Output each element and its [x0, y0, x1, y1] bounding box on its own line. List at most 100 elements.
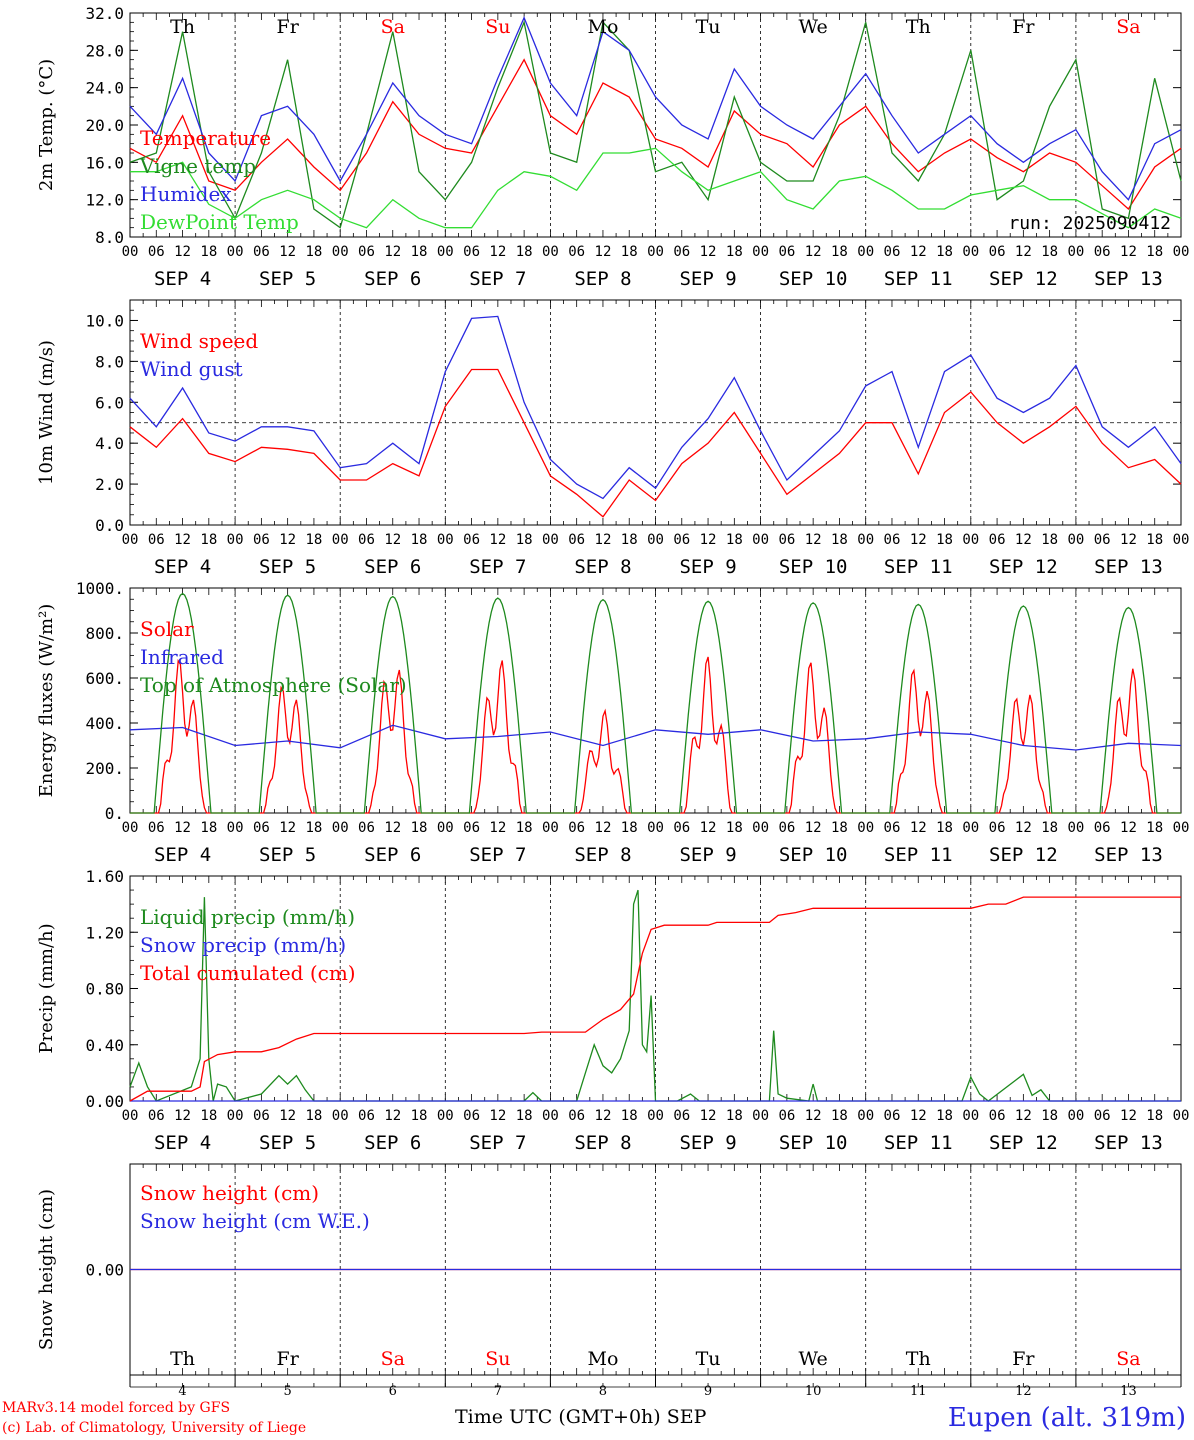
hour-tick-label: 12 — [279, 1108, 296, 1124]
y-tick-label: 8.0 — [95, 352, 124, 371]
hour-tick-label: 00 — [332, 820, 349, 836]
y-tick-label: 800. — [85, 624, 124, 643]
hour-tick-label: 12 — [1015, 532, 1032, 548]
hour-tick-label: 00 — [437, 244, 454, 260]
y-tick-label: 24.0 — [85, 79, 124, 98]
date-label: SEP 7 — [469, 268, 526, 290]
hour-tick-label: 06 — [673, 820, 690, 836]
day-number-label: 11 — [910, 1384, 927, 1399]
date-label: SEP 13 — [1094, 844, 1163, 866]
legend-snow-precip-mm-h-: Snow precip (mm/h) — [140, 933, 346, 957]
weekday-label: Tu — [696, 1348, 721, 1370]
model-credit: MARv3.14 model forced by GFS — [2, 1400, 231, 1416]
hour-tick-label: 12 — [595, 1108, 612, 1124]
date-label: SEP 6 — [364, 1132, 421, 1154]
y-axis-label: 2m Temp. (°C) — [36, 59, 57, 191]
hour-tick-label: 06 — [253, 1108, 270, 1124]
day-number-label: 4 — [178, 1384, 186, 1399]
hour-tick-label: 06 — [989, 244, 1006, 260]
hour-tick-label: 06 — [673, 244, 690, 260]
hour-tick-label: 12 — [595, 532, 612, 548]
weekday-label: Fr — [277, 16, 300, 38]
hour-tick-label: 12 — [489, 1108, 506, 1124]
hour-tick-label: 12 — [1015, 820, 1032, 836]
date-label: SEP 9 — [679, 268, 736, 290]
hour-tick-label: 18 — [411, 1108, 428, 1124]
y-tick-label: 6.0 — [95, 393, 124, 412]
date-label: SEP 10 — [779, 268, 848, 290]
date-label: SEP 5 — [259, 844, 316, 866]
weekday-label: We — [799, 16, 828, 38]
hour-tick-label: 12 — [489, 820, 506, 836]
hour-tick-label: 00 — [542, 244, 559, 260]
hour-tick-label: 18 — [831, 532, 848, 548]
hour-tick-label: 00 — [1067, 820, 1084, 836]
hour-tick-label: 12 — [805, 244, 822, 260]
date-label: SEP 7 — [469, 844, 526, 866]
y-axis-label: Snow height (cm) — [36, 1189, 57, 1350]
hour-tick-label: 18 — [936, 820, 953, 836]
hour-tick-label: 18 — [726, 244, 743, 260]
legend-snow-height-cm-w-e-: Snow height (cm W.E.) — [140, 1209, 370, 1233]
hour-tick-label: 00 — [1173, 820, 1190, 836]
day-number-label: 7 — [494, 1384, 502, 1399]
hour-tick-label: 12 — [910, 532, 927, 548]
hour-tick-label: 18 — [516, 820, 533, 836]
legend-temperature: Temperature — [140, 126, 271, 150]
series-top-of-atmosphere-solar- — [130, 592, 1181, 814]
hour-tick-label: 00 — [227, 532, 244, 548]
hour-tick-label: 12 — [174, 532, 191, 548]
hour-tick-label: 18 — [200, 820, 217, 836]
hour-tick-label: 18 — [305, 532, 322, 548]
hour-tick-label: 18 — [200, 244, 217, 260]
hour-tick-label: 12 — [384, 1108, 401, 1124]
plot-frame — [129, 12, 1182, 238]
panel-snow: 0.00 Snow height (cm) Snow height (cm) Snow… — [36, 1163, 1182, 1399]
legend-wind-speed: Wind speed — [140, 329, 258, 353]
y-tick-label: 0.00 — [85, 1261, 124, 1280]
date-label: SEP 10 — [779, 556, 848, 578]
y-tick-label: 0.40 — [85, 1036, 124, 1055]
hour-tick-label: 00 — [857, 244, 874, 260]
legend-snow-height-cm-: Snow height (cm) — [140, 1181, 319, 1205]
hour-tick-label: 06 — [358, 1108, 375, 1124]
hour-tick-label: 12 — [700, 532, 717, 548]
y-tick-label: 400. — [85, 714, 124, 733]
hour-tick-label: 12 — [805, 820, 822, 836]
day-number-label: 8 — [599, 1384, 607, 1399]
series-vigne-temp — [129, 20, 1182, 229]
date-label: SEP 9 — [679, 844, 736, 866]
day-number-label: 6 — [389, 1384, 397, 1399]
date-label: SEP 6 — [364, 844, 421, 866]
date-label: SEP 12 — [989, 556, 1058, 578]
legend-vigne-temp: Vigne temp — [139, 154, 256, 178]
weekday-label: Fr — [277, 1348, 300, 1370]
hour-tick-label: 12 — [700, 244, 717, 260]
hour-tick-label: 06 — [148, 532, 165, 548]
hour-tick-label: 06 — [568, 1108, 585, 1124]
run-label: run: 2025090412 — [1008, 213, 1171, 234]
date-label: SEP 4 — [154, 556, 211, 578]
day-number-label: 9 — [704, 1384, 712, 1399]
legend-dewpoint-temp: DewPoint Temp — [140, 210, 299, 234]
hour-tick-label: 00 — [1067, 244, 1084, 260]
hour-tick-label: 18 — [1146, 532, 1163, 548]
legend-top-of-atmosphere-solar-: Top of Atmosphere (Solar) — [140, 673, 407, 697]
hour-tick-label: 06 — [884, 1108, 901, 1124]
weekday-label: We — [799, 1348, 828, 1370]
series-infrared — [129, 724, 1182, 751]
hour-tick-label: 06 — [1094, 244, 1111, 260]
date-label: SEP 7 — [469, 1132, 526, 1154]
series-total-cumulated-cm- — [129, 896, 1181, 1102]
hour-tick-label: 06 — [253, 820, 270, 836]
hour-tick-label: 18 — [1041, 820, 1058, 836]
panel-wind: 0.0 2.0 4.0 6.0 8.0 10.0 10m Wind (m/s) Wind sp… — [36, 299, 1189, 578]
legend-solar: Solar — [140, 617, 194, 641]
y-tick-label: 0. — [105, 804, 124, 823]
date-label: SEP 5 — [259, 268, 316, 290]
legend-infrared: Infrared — [140, 645, 224, 669]
day-number-label: 12 — [1015, 1384, 1032, 1399]
hour-tick-label: 18 — [1041, 532, 1058, 548]
hour-tick-label: 18 — [305, 1108, 322, 1124]
hour-tick-label: 12 — [279, 244, 296, 260]
